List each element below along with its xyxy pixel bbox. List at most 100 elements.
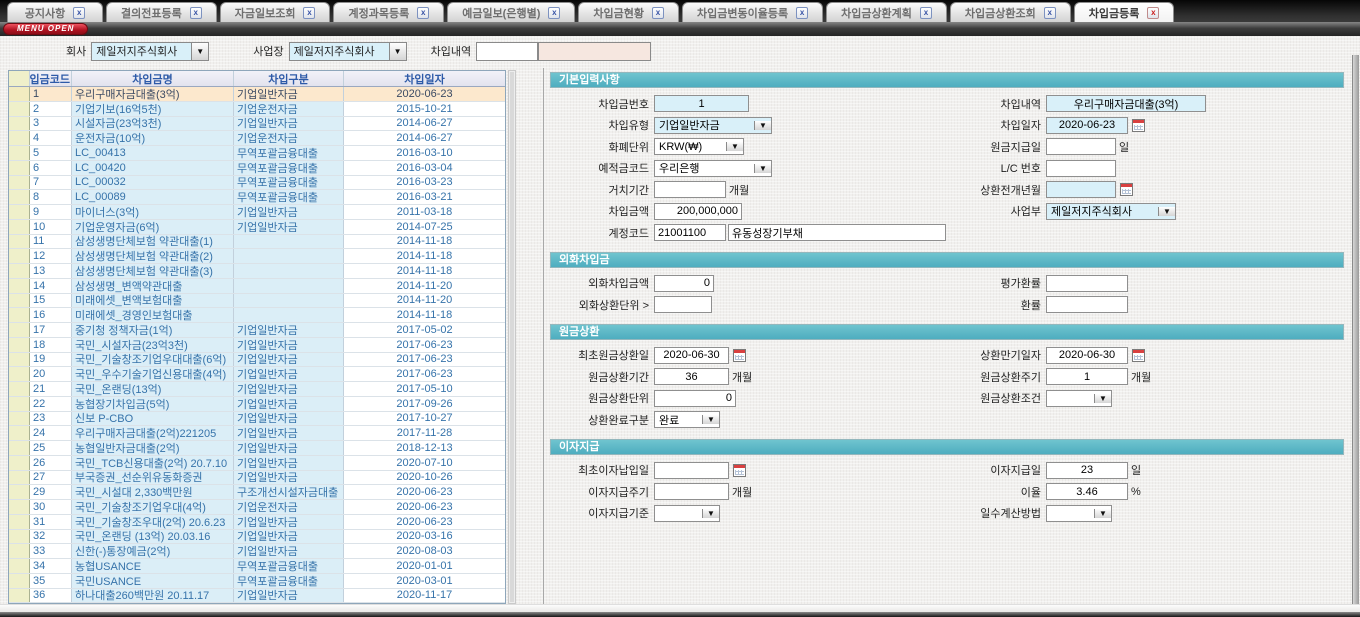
table-row[interactable]: 14 삼성생명_변액약관대출 2014-11-20	[9, 278, 505, 294]
repay-period-input[interactable]: 36	[654, 368, 729, 386]
table-row[interactable]: 26 국민_TCB신용대출(2억) 20.7.10 기업일반자금 2020-07-10	[9, 455, 505, 471]
loan-amount-input[interactable]: 200,000,000	[654, 202, 742, 220]
tab-9[interactable]: 차입금등록 x	[1073, 2, 1175, 22]
ex-rate-input[interactable]	[1046, 296, 1128, 314]
deposit-code-select[interactable]: 우리은행 ▼	[654, 159, 772, 177]
repay-open-ym-field[interactable]	[1046, 181, 1116, 199]
loan-desc-search-input[interactable]	[476, 41, 539, 61]
table-row[interactable]: 29 국민_시설대 2,330백만원 구조개선시설자금대출 2020-06-23	[9, 485, 505, 500]
table-row[interactable]: 11 삼성생명단체보험 약관대출(1) 2014-11-18	[9, 234, 505, 250]
int-pay-day-input[interactable]: 23	[1046, 461, 1128, 479]
calendar-icon[interactable]	[1132, 348, 1145, 362]
repay-cycle-input[interactable]: 1	[1046, 368, 1128, 386]
table-row[interactable]: 8 LC_00089 무역포괄금융대출 2016-03-21	[9, 190, 505, 205]
tab-3[interactable]: 계정과목등록 x	[333, 2, 445, 22]
table-row[interactable]: 24 우리구매자금대출(2억)221205 기업일반자금 2017-11-28	[9, 426, 505, 441]
first-repay-date-field[interactable]: 2020-06-30	[654, 346, 729, 364]
table-row[interactable]: 13 삼성생명단체보험 약관대출(3) 2014-11-18	[9, 264, 505, 279]
fx-amount-input[interactable]: 0	[654, 274, 714, 292]
table-row[interactable]: 32 국민_온랜딩 (13억) 20.03.16 기업일반자금 2020-03-16	[9, 529, 505, 545]
table-row[interactable]: 36 하나대출260백만원 20.11.17 기업일반자금 2020-11-17	[9, 588, 505, 603]
repay-cond-select[interactable]: ▼	[1046, 389, 1112, 407]
panel-scrollbar[interactable]	[1352, 55, 1359, 604]
tab-close-icon[interactable]: x	[796, 6, 809, 19]
tab-2[interactable]: 자금일보조회 x	[219, 2, 331, 22]
table-row[interactable]: 18 국민_시설자금(23억3천) 기업일반자금 2017-06-23	[9, 337, 505, 353]
tab-0[interactable]: 공지사항 x	[7, 2, 103, 22]
site-select[interactable]: 제일저지주식회사 ▼	[288, 41, 407, 61]
repay-done-select[interactable]: 완료 ▼	[654, 411, 720, 429]
int-basis-select[interactable]: ▼	[654, 504, 720, 522]
table-row[interactable]: 22 농협장기차입금(5억) 기업일반자금 2017-09-26	[9, 396, 505, 412]
table-row[interactable]: 17 중기청 정책자금(1억) 기업일반자금 2017-05-02	[9, 323, 505, 338]
int-cycle-input[interactable]	[654, 483, 729, 501]
table-row[interactable]: 34 농협USANCE 무역포괄금융대출 2020-01-01	[9, 559, 505, 574]
calendar-icon[interactable]	[733, 463, 746, 477]
currency-select[interactable]: KRW(₩) ▼	[654, 138, 744, 156]
lc-no-input[interactable]	[1046, 159, 1116, 177]
tab-6[interactable]: 차입금변동이율등록 x	[681, 2, 824, 22]
table-row[interactable]: 12 삼성생명단체보험 약관대출(2) 2014-11-18	[9, 249, 505, 264]
table-row[interactable]: 21 국민_온랜딩(13억) 기업일반자금 2017-05-10	[9, 382, 505, 397]
table-row[interactable]: 7 LC_00032 무역포괄금융대출 2016-03-23	[9, 175, 505, 191]
fx-repay-unit-input[interactable]	[654, 296, 712, 314]
calendar-icon[interactable]	[1132, 118, 1145, 132]
loan-date-field[interactable]: 2020-06-23	[1046, 116, 1128, 134]
tab-5[interactable]: 차입금현황 x	[578, 2, 679, 22]
table-row[interactable]: 33 신한(-)통장예금(2억) 기업일반자금 2020-08-03	[9, 544, 505, 559]
grace-period-input[interactable]	[654, 181, 726, 199]
division-select[interactable]: 제일저지주식회사 ▼	[1046, 202, 1176, 220]
tab-close-icon[interactable]: x	[73, 6, 86, 19]
maturity-date-field[interactable]: 2020-06-30	[1046, 346, 1128, 364]
table-row[interactable]: 27 부국증권_선순위유동화증권 기업일반자금 2020-10-26	[9, 470, 505, 486]
table-row[interactable]: 23 신보 P-CBO 기업일반자금 2017-10-27	[9, 411, 505, 427]
tab-close-icon[interactable]: x	[919, 6, 932, 19]
table-row[interactable]: 3 시설자금(23억3천) 기업일반자금 2014-06-27	[9, 116, 505, 132]
table-row[interactable]: 9 마이너스(3억) 기업일반자금 2011-03-18	[9, 205, 505, 220]
tab-4[interactable]: 예금일보(은행별) x	[447, 2, 576, 22]
tab-close-icon[interactable]: x	[548, 6, 561, 19]
day-count-select[interactable]: ▼	[1046, 504, 1112, 522]
cell-loan-code: 29	[30, 485, 72, 499]
calendar-icon[interactable]	[733, 348, 746, 362]
table-scrollbar[interactable]	[508, 70, 516, 604]
loan-desc-result-field[interactable]	[538, 41, 652, 61]
table-row[interactable]: 30 국민_기술창조기업우대(4억) 기업운전자금 2020-06-23	[9, 500, 505, 515]
principal-pay-day-input[interactable]	[1046, 138, 1116, 156]
account-name-field[interactable]: 유동성장기부채	[728, 224, 946, 242]
table-row[interactable]: 19 국민_기술창조기업우대대출(6억) 기업일반자금 2017-06-23	[9, 352, 505, 368]
table-row[interactable]: 2 기업기보(16억5천) 기업운전자금 2015-10-21	[9, 101, 505, 117]
table-row[interactable]: 35 국민USANCE 무역포괄금융대출 2020-03-01	[9, 573, 505, 589]
tab-close-icon[interactable]: x	[1043, 6, 1056, 19]
tab-close-icon[interactable]: x	[1147, 6, 1160, 19]
table-row[interactable]: 1 우리구매자금대출(3억) 기업일반자금 2020-06-23	[9, 87, 505, 102]
tab-7[interactable]: 차입금상환계획 x	[826, 2, 947, 22]
table-row[interactable]: 6 LC_00420 무역포괄금융대출 2016-03-04	[9, 160, 505, 176]
table-row[interactable]: 10 기업운영자금(6억) 기업일반자금 2014-07-25	[9, 219, 505, 235]
tab-close-icon[interactable]: x	[417, 6, 430, 19]
menu-open-button[interactable]: MENU OPEN	[3, 23, 89, 35]
scrollbar-thumb[interactable]	[510, 72, 514, 602]
tab-close-icon[interactable]: x	[189, 6, 202, 19]
account-code-input[interactable]: 21001100	[654, 224, 726, 242]
tab-1[interactable]: 결의전표등록 x	[106, 2, 217, 22]
table-row[interactable]: 5 LC_00413 무역포괄금융대출 2016-03-10	[9, 146, 505, 161]
company-select[interactable]: 제일저지주식회사 ▼	[91, 41, 210, 61]
table-row[interactable]: 4 운전자금(10억) 기업운전자금 2014-06-27	[9, 131, 505, 146]
table-row[interactable]: 15 미래에셋_변액보험대출 2014-11-20	[9, 293, 505, 309]
table-row[interactable]: 20 국민_우수기술기업신용대출(4억) 기업일반자금 2017-06-23	[9, 367, 505, 382]
table-row[interactable]: 31 국민_기술창조우대(2억) 20.6.23 기업일반자금 2020-06-23	[9, 514, 505, 530]
tab-close-icon[interactable]: x	[651, 6, 664, 19]
eval-rate-input[interactable]	[1046, 274, 1128, 292]
loan-type-select[interactable]: 기업일반자금 ▼	[654, 116, 772, 134]
loan-desc-field[interactable]: 우리구매자금대출(3억)	[1046, 95, 1206, 113]
int-rate-input[interactable]: 3.46	[1046, 483, 1128, 501]
table-row[interactable]: 16 미래에셋_경영인보험대출 2014-11-18	[9, 308, 505, 323]
first-int-date-field[interactable]	[654, 461, 729, 479]
tab-close-icon[interactable]: x	[303, 6, 316, 19]
repay-unit-input[interactable]: 0	[654, 389, 736, 407]
calendar-icon[interactable]	[1120, 183, 1133, 197]
tab-8[interactable]: 차입금상환조회 x	[949, 2, 1071, 22]
loan-no-field[interactable]: 1	[654, 95, 749, 113]
table-row[interactable]: 25 농협일반자금대출(2억) 기업일반자금 2018-12-13	[9, 441, 505, 456]
